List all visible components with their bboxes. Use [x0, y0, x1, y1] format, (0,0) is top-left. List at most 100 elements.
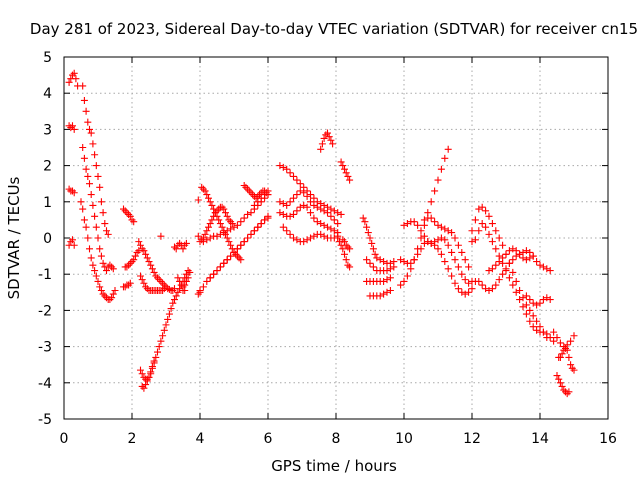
data-point	[210, 212, 218, 220]
data-point	[142, 381, 150, 389]
y-tick-label: -4	[38, 376, 52, 392]
data-point	[339, 162, 347, 170]
data-point	[184, 274, 192, 282]
data-point	[79, 82, 87, 90]
data-point	[206, 274, 214, 282]
data-point	[257, 194, 265, 202]
data-point	[451, 234, 459, 242]
data-point	[92, 162, 100, 170]
data-point	[87, 129, 95, 137]
data-point	[203, 277, 211, 285]
data-point	[96, 183, 104, 191]
y-tick-label: 0	[43, 231, 52, 247]
data-point	[171, 296, 178, 304]
data-point	[148, 363, 156, 371]
data-point	[417, 227, 425, 235]
data-point	[403, 272, 411, 280]
data-point	[478, 281, 486, 289]
data-point	[91, 267, 99, 275]
data-point	[97, 252, 105, 260]
data-point	[556, 339, 564, 347]
data-point	[499, 270, 507, 278]
data-point	[346, 263, 354, 271]
data-point	[325, 133, 333, 141]
data-point	[89, 201, 97, 209]
x-tick-label: 12	[463, 431, 481, 447]
data-point	[492, 227, 500, 235]
y-axis-label: SDTVAR / TECUs	[5, 176, 23, 299]
data-point	[448, 248, 456, 256]
data-point	[77, 198, 85, 206]
data-point	[86, 180, 93, 188]
data-point	[563, 346, 571, 354]
data-point	[485, 230, 493, 238]
data-point	[317, 145, 325, 153]
data-point	[286, 169, 294, 177]
data-point	[441, 154, 449, 162]
data-point	[300, 189, 308, 197]
data-point	[488, 285, 496, 293]
data-point	[99, 209, 107, 217]
data-point	[499, 241, 507, 249]
data-point	[516, 250, 524, 258]
data-point	[502, 265, 510, 273]
data-point	[495, 258, 503, 266]
data-point	[84, 234, 92, 242]
data-point	[283, 201, 291, 209]
data-point	[327, 212, 335, 220]
data-point	[227, 252, 235, 260]
data-point	[250, 227, 258, 235]
data-point	[244, 234, 252, 242]
data-point	[213, 267, 221, 275]
data-point	[84, 118, 92, 126]
data-point	[162, 321, 170, 329]
data-point	[86, 245, 93, 253]
data-point	[341, 238, 348, 246]
data-point	[437, 250, 445, 258]
data-point	[303, 203, 311, 211]
data-point	[310, 214, 318, 222]
data-point	[495, 234, 503, 242]
data-point	[448, 229, 456, 237]
data-point	[164, 315, 172, 323]
data-point	[87, 254, 95, 262]
data-point	[556, 379, 564, 387]
y-tick-label: -5	[38, 412, 52, 428]
data-point	[97, 198, 105, 206]
data-point	[502, 250, 510, 258]
data-point	[201, 230, 209, 238]
data-point	[72, 75, 80, 83]
data-point	[431, 218, 439, 226]
data-point	[137, 366, 144, 374]
data-point	[478, 220, 486, 228]
data-point	[109, 265, 117, 273]
data-point	[431, 187, 439, 195]
data-point	[397, 281, 405, 289]
data-point	[254, 198, 262, 206]
data-point	[526, 306, 534, 314]
data-point	[230, 248, 238, 256]
data-point	[206, 198, 214, 206]
data-point	[410, 256, 418, 264]
data-point	[444, 145, 452, 153]
data-point	[96, 245, 104, 253]
data-point	[509, 281, 517, 289]
data-point	[533, 317, 541, 325]
data-point	[157, 337, 165, 345]
data-point	[361, 218, 369, 226]
x-tick-label: 2	[128, 431, 137, 447]
data-point	[172, 292, 180, 300]
data-point	[512, 288, 520, 296]
data-points	[65, 69, 578, 398]
data-point	[145, 258, 153, 266]
data-point	[492, 245, 500, 253]
data-point	[565, 388, 573, 396]
data-point	[495, 276, 503, 284]
data-point	[368, 239, 376, 247]
data-point	[223, 256, 231, 264]
data-point	[364, 229, 372, 237]
data-point	[363, 256, 371, 264]
data-point	[174, 288, 182, 296]
data-point	[94, 234, 102, 242]
data-point	[420, 232, 428, 240]
